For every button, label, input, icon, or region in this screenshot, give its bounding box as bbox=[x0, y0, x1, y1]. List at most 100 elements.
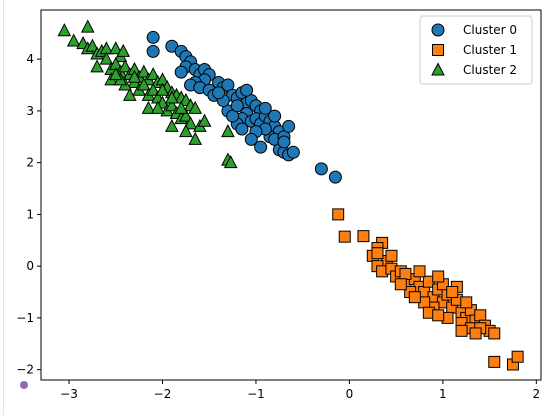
data-point bbox=[108, 67, 123, 81]
data-point bbox=[460, 296, 473, 309]
data-point bbox=[394, 278, 407, 291]
data-point bbox=[118, 59, 132, 73]
series-2 bbox=[57, 19, 238, 169]
y-tick-label: 2 bbox=[26, 156, 34, 170]
x-tick-label: 2 bbox=[533, 387, 541, 401]
data-point bbox=[99, 51, 114, 65]
legend-marker bbox=[432, 44, 444, 56]
data-point bbox=[188, 100, 203, 114]
y-tick-label: 1 bbox=[26, 207, 34, 221]
legend-entry: Cluster 1 bbox=[432, 43, 517, 57]
legend-box bbox=[419, 15, 533, 85]
data-point bbox=[85, 38, 100, 52]
points-layer bbox=[57, 19, 524, 371]
legend-label: Cluster 2 bbox=[463, 63, 517, 77]
data-point bbox=[338, 230, 351, 243]
legend-label: Cluster 1 bbox=[463, 43, 517, 57]
data-point bbox=[223, 155, 238, 169]
x-tick-label: −1 bbox=[247, 387, 265, 401]
data-point bbox=[165, 98, 179, 112]
x-tick-label: −3 bbox=[60, 387, 78, 401]
data-point bbox=[146, 67, 160, 81]
data-point bbox=[136, 64, 151, 78]
data-point bbox=[136, 77, 151, 91]
y-tick-label: −2 bbox=[16, 363, 34, 377]
legend-label: Cluster 0 bbox=[463, 23, 517, 37]
x-tick-label: −2 bbox=[154, 387, 172, 401]
data-point bbox=[258, 101, 272, 115]
y-tick-label: 3 bbox=[26, 104, 34, 118]
x-axis: −3 −2 −1 0 1 2 bbox=[60, 380, 540, 401]
data-point bbox=[413, 265, 426, 278]
data-point bbox=[314, 162, 328, 176]
data-point bbox=[221, 124, 235, 138]
x-tick-label: 0 bbox=[346, 387, 354, 401]
data-point bbox=[432, 309, 445, 322]
legend-entry: Cluster 0 bbox=[431, 23, 517, 37]
data-point bbox=[146, 82, 160, 96]
data-point bbox=[155, 82, 170, 96]
series-0 bbox=[146, 30, 342, 184]
data-point bbox=[371, 247, 384, 260]
data-point bbox=[141, 100, 156, 114]
data-point bbox=[188, 131, 203, 145]
data-point bbox=[244, 132, 258, 146]
plot-frame bbox=[40, 9, 542, 381]
data-point bbox=[446, 286, 459, 299]
data-point bbox=[174, 100, 189, 114]
data-point bbox=[179, 108, 193, 122]
data-point bbox=[116, 43, 131, 57]
data-point bbox=[357, 230, 370, 243]
data-point bbox=[197, 113, 212, 127]
data-point bbox=[469, 327, 482, 340]
y-tick-label: −1 bbox=[16, 311, 34, 325]
data-point bbox=[268, 109, 282, 123]
data-point bbox=[108, 41, 123, 55]
series-1 bbox=[332, 208, 524, 371]
legend: Cluster 0 Cluster 1 Cluster 2 bbox=[419, 15, 533, 85]
y-tick-label: 4 bbox=[26, 52, 34, 66]
data-point bbox=[165, 118, 179, 132]
x-tick-label: 1 bbox=[439, 387, 447, 401]
data-point bbox=[212, 86, 226, 100]
data-point bbox=[146, 44, 160, 58]
data-point bbox=[474, 309, 487, 322]
data-point bbox=[328, 170, 342, 184]
data-point bbox=[511, 350, 524, 363]
data-point bbox=[174, 65, 188, 79]
data-point bbox=[488, 355, 501, 368]
legend-marker bbox=[431, 62, 445, 76]
data-point bbox=[179, 124, 193, 138]
data-point bbox=[385, 249, 398, 262]
data-point bbox=[286, 145, 300, 159]
legend-entry: Cluster 2 bbox=[431, 62, 517, 77]
data-point bbox=[235, 122, 249, 136]
data-point bbox=[282, 119, 296, 133]
data-point bbox=[165, 90, 179, 104]
legend-marker bbox=[431, 23, 445, 37]
data-point bbox=[230, 99, 244, 113]
data-point bbox=[408, 291, 421, 304]
data-point bbox=[150, 100, 165, 114]
left-border-line bbox=[3, 0, 4, 415]
data-point bbox=[254, 140, 268, 154]
data-point bbox=[332, 208, 345, 221]
data-point bbox=[146, 30, 160, 44]
data-point bbox=[432, 270, 445, 283]
data-point bbox=[66, 33, 81, 47]
y-axis: −2 −1 0 1 2 3 4 bbox=[16, 52, 41, 377]
data-point bbox=[240, 83, 254, 97]
data-point bbox=[90, 59, 104, 73]
data-point bbox=[399, 267, 412, 280]
data-point bbox=[488, 327, 501, 340]
status-dot-icon bbox=[20, 381, 28, 389]
data-point bbox=[57, 23, 72, 37]
data-point bbox=[455, 324, 468, 337]
data-point bbox=[122, 87, 137, 101]
data-point bbox=[277, 135, 291, 149]
y-tick-label: 0 bbox=[26, 259, 34, 273]
data-point bbox=[183, 116, 198, 130]
data-point bbox=[127, 69, 142, 83]
data-point bbox=[80, 19, 95, 33]
